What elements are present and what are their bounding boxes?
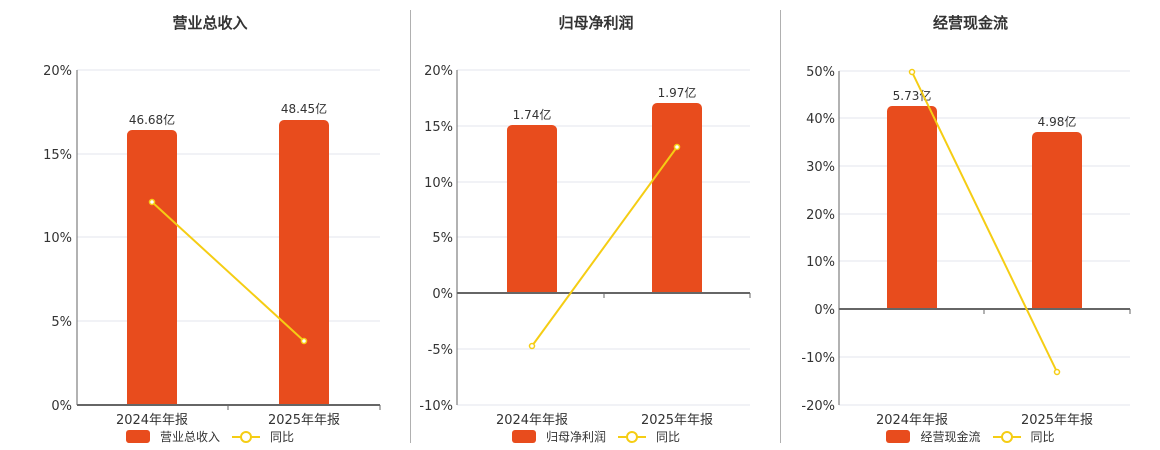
svg-text:-10%: -10% (801, 351, 835, 366)
chart-title: 经营现金流 (932, 14, 1008, 32)
legend-line-swatch[interactable] (232, 430, 260, 443)
svg-text:1.74亿: 1.74亿 (513, 107, 552, 122)
chart-panel-revenue: 营业总收入 20% 15% 10% 5% 0% 46.68亿 48.45亿 20… (0, 0, 410, 450)
revenue-chart: 20% 15% 10% 5% 0% 46.68亿 48.45亿 2024年年报 … (43, 64, 381, 428)
svg-text:-5%: -5% (428, 343, 453, 358)
bar-2025 (279, 120, 329, 405)
legend-bar-label[interactable]: 归母净利润 (545, 430, 606, 444)
legend-bar-label[interactable]: 经营现金流 (920, 430, 981, 444)
legend-line-label[interactable]: 同比 (1030, 430, 1055, 444)
svg-text:2024年年报: 2024年年报 (876, 413, 948, 428)
chart-legend[interactable]: 营业总收入 同比 (0, 428, 420, 445)
net-profit-chart: 20% 15% 10% 5% 0% -5% -10% 1.74亿 1.97亿 2… (419, 64, 751, 428)
chart-legend[interactable]: 经营现金流 同比 (781, 428, 1160, 445)
svg-text:15%: 15% (43, 148, 72, 163)
svg-text:0%: 0% (51, 399, 72, 414)
chart-panel-operating-cash-flow: 经营现金流 50% 40% 30% 20% 10% 0% -10% -20% (781, 0, 1160, 450)
chart-title: 归母净利润 (558, 14, 634, 32)
svg-text:20%: 20% (43, 64, 72, 79)
legend-bar-swatch[interactable] (125, 430, 150, 443)
y-axis-ticks: 20% 15% 10% 5% 0% (43, 64, 72, 414)
svg-text:10%: 10% (43, 231, 72, 246)
bar-2024 (127, 130, 177, 405)
legend-bar-label[interactable]: 营业总收入 (159, 430, 220, 444)
legend-line-label[interactable]: 同比 (656, 430, 681, 444)
svg-text:2025年年报: 2025年年报 (641, 413, 713, 428)
svg-text:5%: 5% (432, 231, 453, 246)
svg-text:46.68亿: 46.68亿 (129, 112, 175, 127)
svg-text:30%: 30% (806, 160, 835, 175)
svg-text:2025年年报: 2025年年报 (268, 413, 340, 428)
svg-text:2024年年报: 2024年年报 (116, 413, 188, 428)
svg-text:10%: 10% (424, 176, 453, 191)
svg-text:-20%: -20% (801, 399, 835, 414)
svg-text:4.98亿: 4.98亿 (1038, 114, 1077, 129)
svg-text:10%: 10% (806, 255, 835, 270)
yoy-line (151, 201, 305, 342)
svg-text:40%: 40% (806, 112, 835, 127)
svg-text:15%: 15% (424, 120, 453, 135)
chart-panel-net-profit: 归母净利润 20% 15% 10% 5% 0% -5% -10% 1.74亿 1… (411, 0, 781, 450)
legend-line-swatch[interactable] (992, 430, 1021, 443)
svg-text:2025年年报: 2025年年报 (1021, 413, 1093, 428)
legend-bar-swatch[interactable] (886, 430, 911, 443)
legend-bar-swatch[interactable] (511, 430, 536, 443)
svg-text:0%: 0% (814, 303, 835, 318)
svg-text:48.45亿: 48.45亿 (281, 101, 327, 116)
divider (780, 10, 781, 443)
chart-legend[interactable]: 归母净利润 同比 (411, 428, 781, 445)
divider (410, 10, 411, 443)
svg-text:5%: 5% (51, 315, 72, 330)
legend-line-label[interactable]: 同比 (270, 430, 295, 444)
svg-text:20%: 20% (424, 64, 453, 79)
chart-title: 营业总收入 (172, 14, 248, 32)
svg-text:20%: 20% (806, 208, 835, 223)
svg-text:2024年年报: 2024年年报 (496, 413, 568, 428)
legend-line-swatch[interactable] (618, 430, 646, 443)
svg-text:1.97亿: 1.97亿 (658, 85, 697, 100)
svg-text:0%: 0% (432, 287, 453, 302)
svg-text:50%: 50% (806, 65, 835, 80)
svg-text:-10%: -10% (419, 399, 453, 414)
